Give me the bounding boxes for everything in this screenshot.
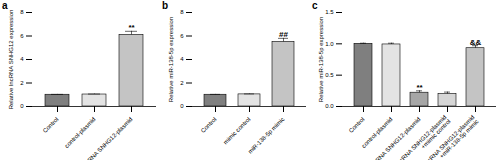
- html-text:a: a: [2, 0, 8, 11]
- svg-text:mimic control: mimic control: [222, 116, 251, 145]
- svg-text:0: 0: [180, 103, 184, 109]
- svg-text:lncRNA SNHG12-plasmid: lncRNA SNHG12-plasmid: [369, 116, 422, 160]
- svg-text:1.5: 1.5: [325, 9, 334, 15]
- svg-text:Control: Control: [200, 116, 218, 134]
- svg-text:1.0: 1.0: [325, 41, 334, 47]
- svg-text:Control: Control: [348, 116, 366, 134]
- svg-text:&&: &&: [470, 38, 482, 47]
- svg-text:**: **: [128, 23, 135, 32]
- svg-text:6: 6: [20, 33, 24, 39]
- svg-text:control-plasmid: control-plasmid: [64, 116, 97, 149]
- svg-text:Relative miR-138-5p expression: Relative miR-138-5p expression: [168, 17, 174, 102]
- svg-text:##: ##: [279, 30, 288, 39]
- svg-text:Relative miR-138-5p expression: Relative miR-138-5p expression: [318, 17, 324, 102]
- svg-text:4: 4: [20, 56, 24, 62]
- html-text:c: c: [312, 0, 318, 11]
- svg-text:0.0: 0.0: [325, 103, 334, 109]
- svg-text:0.5: 0.5: [325, 72, 334, 78]
- svg-text:8: 8: [20, 9, 24, 15]
- svg-text:6: 6: [180, 33, 184, 39]
- html-text:b: b: [162, 0, 169, 11]
- svg-text:**: **: [416, 83, 423, 92]
- svg-text:8: 8: [180, 9, 184, 15]
- svg-text:Control: Control: [42, 116, 60, 134]
- svg-text:2: 2: [20, 80, 24, 86]
- svg-text:2: 2: [180, 80, 184, 86]
- svg-text:lncRNA SNHG12-plasmid+miR-138-: lncRNA SNHG12-plasmid+miR-138-5p mimic: [423, 114, 480, 160]
- svg-text:0: 0: [20, 103, 24, 109]
- svg-text:miR-138-5p mimic: miR-138-5p mimic: [247, 116, 286, 155]
- svg-text:Relative lncRNA SNHG12 express: Relative lncRNA SNHG12 expression: [8, 10, 14, 110]
- svg-text:control-plasmid: control-plasmid: [360, 116, 394, 150]
- svg-text:4: 4: [180, 56, 184, 62]
- svg-text:lncRNA SNHG12-plasmid: lncRNA SNHG12-plasmid: [81, 116, 134, 160]
